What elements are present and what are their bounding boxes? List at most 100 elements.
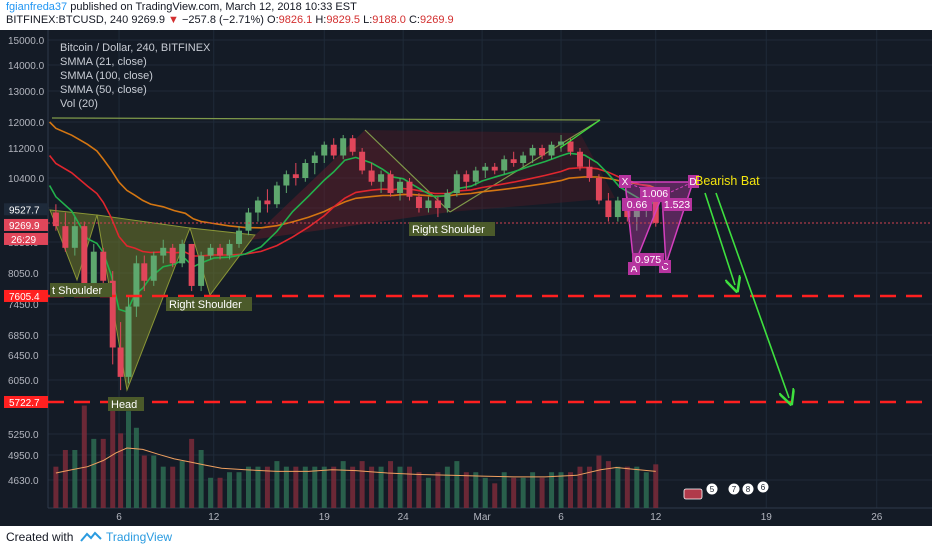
legend-volume[interactable]: Vol (20) <box>60 98 98 110</box>
volume-bar <box>454 461 460 508</box>
low-label: L: <box>363 14 373 26</box>
price-axis[interactable]: 15000.0 14000.0 13000.0 12000.0 11200.0 10400… <box>8 36 45 487</box>
candle-body <box>141 263 148 281</box>
volume-bar <box>596 455 602 508</box>
y-tick-label: 5250.0 <box>8 430 39 441</box>
candle <box>273 181 280 208</box>
event-icons[interactable]: 5 7 8 6 <box>683 481 769 500</box>
ratio-3-box <box>662 198 692 211</box>
last-price-text: 9269.9 <box>131 14 165 26</box>
volume-bar <box>530 472 536 508</box>
indicator-legend[interactable]: Bitcoin / Dollar, 240, BITFINEX SMMA (21… <box>60 42 211 110</box>
timer-tag <box>4 232 48 245</box>
head-label: Head <box>111 399 137 411</box>
legend-smma-50[interactable]: SMMA (50, close) <box>60 84 147 96</box>
open-value: 9826.1 <box>278 14 313 26</box>
chart-area[interactable]: 15000.0 14000.0 13000.0 12000.0 11200.0 10400… <box>0 30 932 526</box>
legend-smma-100[interactable]: SMMA (100, close) <box>60 70 153 82</box>
candle <box>576 148 583 171</box>
candle <box>117 322 124 391</box>
x-tick-label: 19 <box>319 512 331 523</box>
volume-bar <box>539 477 545 508</box>
smma-100-line <box>49 121 657 229</box>
volume-bar <box>118 433 124 508</box>
volume-bar <box>62 450 68 508</box>
y-tick-label: 11200.0 <box>8 144 44 155</box>
candle <box>595 174 602 205</box>
candle-body <box>548 144 555 156</box>
ratio-4-label: 0.975 <box>635 254 661 266</box>
candle-body <box>576 151 583 167</box>
candle-body <box>434 200 441 208</box>
candle-body <box>52 212 59 227</box>
author-link[interactable]: fgianfreda37 <box>6 1 68 13</box>
high-value: 9829.5 <box>326 14 361 26</box>
candle <box>453 170 460 197</box>
candle <box>378 170 385 193</box>
candle <box>349 135 356 156</box>
event-badge-2[interactable] <box>728 483 740 495</box>
volume-bar <box>53 466 59 508</box>
candle-body <box>81 226 88 286</box>
projection-arrow-1 <box>704 192 735 285</box>
volume-bar <box>133 427 139 508</box>
candle-body <box>406 181 413 197</box>
volume-bar <box>100 438 106 508</box>
last-price-tag <box>4 218 48 231</box>
neckline-top <box>51 117 601 121</box>
candle <box>614 196 621 222</box>
volume-bar <box>444 466 450 508</box>
candle-body <box>378 174 385 182</box>
candle <box>62 212 69 252</box>
footer: Created with TradingView <box>0 526 932 550</box>
tradingview-brand[interactable]: TradingView <box>106 530 173 544</box>
candle-body <box>387 174 394 193</box>
volume-bar <box>141 455 147 508</box>
price-chart[interactable]: 15000.0 14000.0 13000.0 12000.0 11200.0 10400… <box>0 30 932 526</box>
volume-bar <box>425 477 431 508</box>
ratio-2-label: 0.66 <box>627 199 648 211</box>
time-axis[interactable]: 6 12 19 24 Mar 6 12 19 26 <box>116 512 882 523</box>
volume-bar <box>435 472 441 508</box>
volume-bar <box>110 400 116 508</box>
high-label: H: <box>315 14 327 26</box>
candle-body <box>283 174 290 186</box>
event-badge-4[interactable] <box>757 481 769 493</box>
candle <box>415 193 422 213</box>
candle-body <box>245 212 252 231</box>
candle <box>311 151 318 175</box>
candle-body <box>633 208 640 218</box>
right-shoulder-label-1: Right Shoulder <box>412 224 485 236</box>
candle-body <box>539 148 546 156</box>
candle <box>160 239 167 264</box>
x-tick-label: 6 <box>116 512 122 523</box>
candle-body <box>311 155 318 163</box>
support-2-text: 5722.7 <box>9 398 40 409</box>
y-tick-label: 13000.0 <box>8 87 45 98</box>
volume-bar <box>264 466 270 508</box>
legend-smma-21[interactable]: SMMA (21, close) <box>60 56 147 68</box>
volume-bar <box>653 464 659 508</box>
flag-icon[interactable] <box>683 488 703 500</box>
close-label: C: <box>408 14 420 26</box>
candle-body <box>100 251 107 281</box>
y-tick-label: 12000.0 <box>8 118 45 129</box>
point-x-label: X <box>622 177 629 188</box>
event-badge-3[interactable] <box>742 483 754 495</box>
volume-bar <box>416 472 422 508</box>
volume-bar <box>359 461 365 508</box>
event-badge-1[interactable] <box>706 483 718 495</box>
candle-body <box>397 181 404 193</box>
y-tick-label: 6850.0 <box>8 331 39 342</box>
candle-body <box>463 174 470 182</box>
candle <box>586 159 593 182</box>
volume-bar <box>331 466 337 508</box>
candle-body <box>340 138 347 156</box>
candle <box>198 251 205 292</box>
publish-line: fgianfreda37 published on TradingView.co… <box>6 1 357 13</box>
low-value: 9188.0 <box>372 14 406 26</box>
candle <box>52 204 59 231</box>
tradingview-logo-icon[interactable] <box>80 531 102 543</box>
x-tick-label: 26 <box>871 512 883 523</box>
y-tick-label: 6450.0 <box>8 351 39 362</box>
